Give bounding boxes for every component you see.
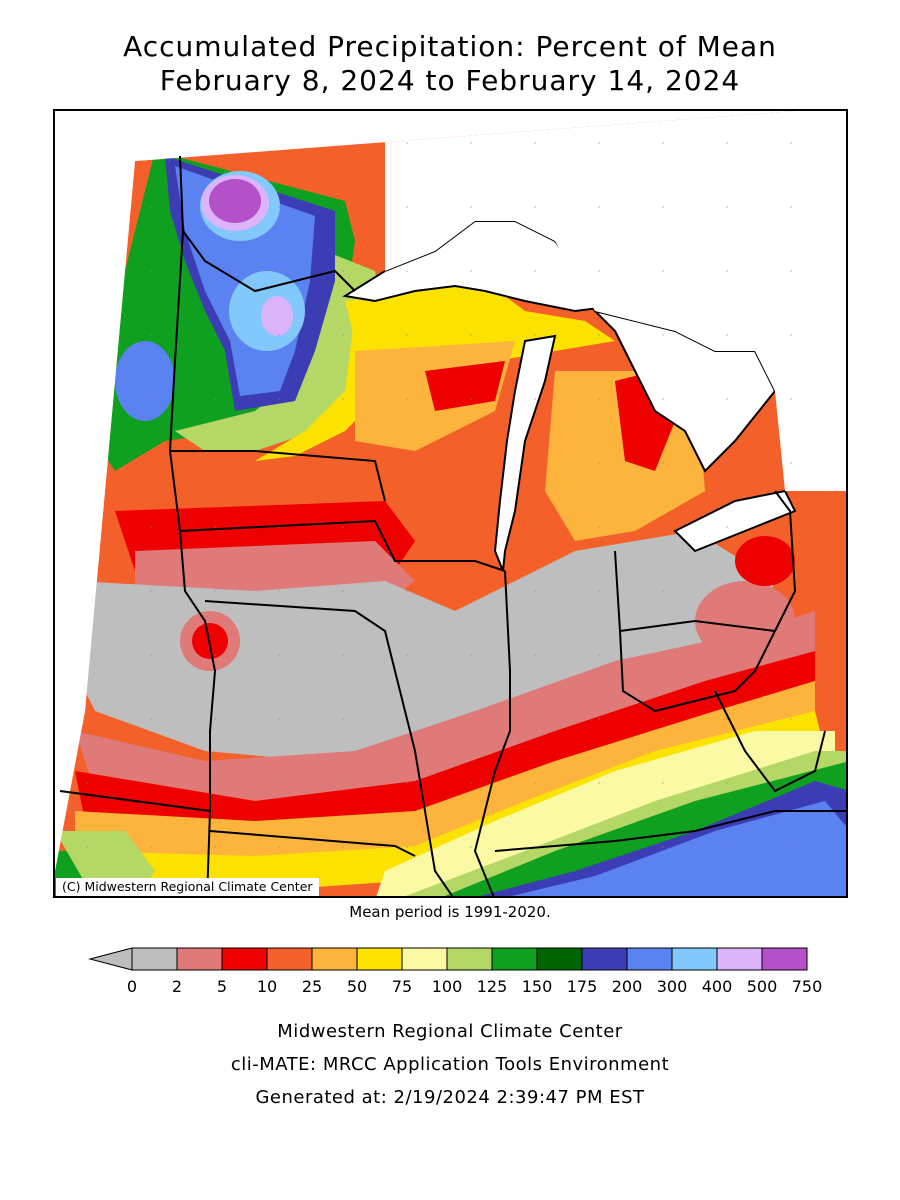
legend-tick-label: 25 bbox=[302, 977, 322, 996]
state-boundaries bbox=[59, 155, 846, 896]
projection-mask-left bbox=[55, 111, 163, 871]
legend-swatch bbox=[581, 947, 628, 971]
mean-period-note: Mean period is 1991-2020. bbox=[349, 903, 551, 921]
legend-tick-label: 200 bbox=[612, 977, 643, 996]
legend-swatch bbox=[311, 947, 358, 971]
legend-swatch bbox=[626, 947, 673, 971]
legend-swatch bbox=[176, 947, 223, 971]
legend-tick-label: 0 bbox=[127, 977, 137, 996]
footer-tool-name: cli-MATE: MRCC Application Tools Environ… bbox=[230, 1054, 670, 1075]
legend-swatch bbox=[716, 947, 763, 971]
legend-swatch bbox=[491, 947, 538, 971]
legend-tick-label: 500 bbox=[747, 977, 778, 996]
legend-swatch bbox=[761, 947, 808, 971]
map-date-range: February 8, 2024 to February 14, 2024 bbox=[159, 64, 741, 97]
copyright-label: (C) Midwestern Regional Climate Center bbox=[56, 878, 319, 896]
legend-tick-label: 5 bbox=[217, 977, 227, 996]
legend-tick-label: 100 bbox=[432, 977, 463, 996]
legend-tick-label: 175 bbox=[567, 977, 598, 996]
legend-tick-label: 125 bbox=[477, 977, 508, 996]
legend-swatch bbox=[266, 947, 313, 971]
color-legend: 0 2 5 10 25 50 75 100 125 150 175 200 300 400 500 750 bbox=[88, 947, 823, 996]
legend-tick-label: 2 bbox=[172, 977, 182, 996]
legend-swatch bbox=[536, 947, 583, 971]
legend-swatch bbox=[671, 947, 718, 971]
legend-tick-label: 750 bbox=[792, 977, 823, 996]
legend-tick-label: 400 bbox=[702, 977, 733, 996]
legend-tick-label: 50 bbox=[347, 977, 367, 996]
legend-swatch bbox=[401, 947, 448, 971]
legend-underflow-arrow bbox=[88, 947, 133, 971]
map-title: Accumulated Precipitation: Percent of Me… bbox=[123, 30, 777, 63]
legend-tick-label: 10 bbox=[257, 977, 277, 996]
legend-tick-label: 300 bbox=[657, 977, 688, 996]
footer-organization: Midwestern Regional Climate Center bbox=[277, 1021, 623, 1042]
footer-generated-time: Generated at: 2/19/2024 2:39:47 PM EST bbox=[255, 1087, 645, 1108]
legend-swatch bbox=[131, 947, 178, 971]
legend-tick-label: 75 bbox=[392, 977, 412, 996]
legend-tick-label: 150 bbox=[522, 977, 553, 996]
legend-swatch bbox=[221, 947, 268, 971]
legend-swatch bbox=[356, 947, 403, 971]
legend-swatch bbox=[446, 947, 493, 971]
precipitation-map bbox=[53, 109, 848, 898]
